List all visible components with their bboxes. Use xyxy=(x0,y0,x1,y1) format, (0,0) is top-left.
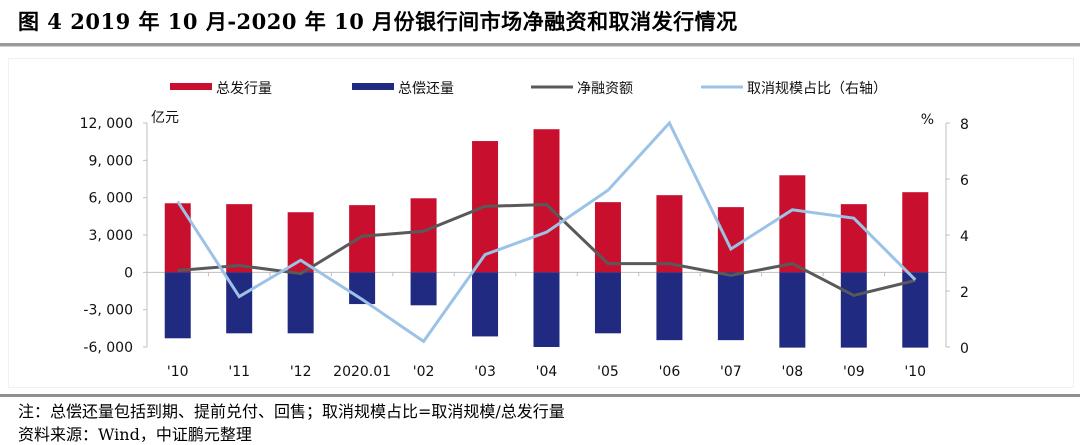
figure-title: 图 4 2019 年 10 月-2020 年 10 月份银行间市场净融资和取消发… xyxy=(18,9,738,34)
right-axis-tick-label: 4 xyxy=(960,229,969,245)
category-label: 2020.01 xyxy=(333,364,391,380)
left-axis-tick-label: -3, 000 xyxy=(83,303,133,319)
net-financing-line xyxy=(177,202,916,297)
legend-cancel-ratio: 取消规模占比（右轴） xyxy=(701,81,887,97)
category-label: '02 xyxy=(413,364,435,380)
left-axis-tick-label: -6, 000 xyxy=(83,340,133,356)
issuance-bar xyxy=(902,192,929,273)
issuance-bar xyxy=(656,195,683,273)
category-label: '06 xyxy=(659,364,681,380)
legend-net-financing: 净融资额 xyxy=(531,81,633,97)
legend: 总发行量 总偿还量 净融资额 取消规模占比（右轴） xyxy=(170,81,887,97)
category-label: '12 xyxy=(290,364,312,380)
legend-swatch xyxy=(352,83,394,90)
repayment-bar xyxy=(287,272,314,334)
repayment-bar xyxy=(840,272,867,348)
cancel-ratio-line xyxy=(176,120,917,344)
category-label: '11 xyxy=(228,364,250,380)
repayment-bar xyxy=(410,272,437,306)
left-axis-tick-label: 9, 000 xyxy=(88,153,133,169)
left-axis-tick-label: 0 xyxy=(124,265,133,281)
category-label: '10 xyxy=(904,364,926,380)
lines xyxy=(176,120,917,344)
issuance-bar xyxy=(594,202,621,273)
repayment-bar xyxy=(533,272,560,347)
issuance-bar xyxy=(533,129,560,273)
issuance-bar xyxy=(717,207,744,273)
left-axis-tick-label: 6, 000 xyxy=(88,191,133,207)
issuance-bar xyxy=(349,205,376,273)
right-axis-tick-label: 8 xyxy=(960,117,969,133)
left-axis-unit-label: 亿元 xyxy=(151,110,179,126)
repayment-bar xyxy=(472,272,499,337)
issuance-bar xyxy=(410,198,437,273)
repayment-bar xyxy=(594,272,621,334)
legend-repayment: 总偿还量 xyxy=(352,81,454,97)
repayment-bar xyxy=(656,272,683,341)
right-axis-tick-label: 0 xyxy=(960,341,969,357)
issuance-bar xyxy=(226,204,253,273)
category-label: '08 xyxy=(782,364,804,380)
right-axis-unit-label: % xyxy=(921,112,934,128)
category-label: '05 xyxy=(597,364,619,380)
issuance-bar xyxy=(779,175,806,273)
category-label: '04 xyxy=(536,364,558,380)
right-axis-tick-label: 2 xyxy=(960,285,969,301)
axes: 12, 000 9, 000 6, 000 3, 000 0 -3, 000 -6, 000… xyxy=(80,110,969,380)
legend-label: 总发行量 xyxy=(216,81,272,97)
legend-label: 取消规模占比（右轴） xyxy=(747,81,887,97)
issuance-bar xyxy=(287,212,314,273)
repayment-bar xyxy=(902,272,929,348)
chart-source: 资料来源：Wind，中证鹏元整理 xyxy=(18,425,252,444)
repayment-bar xyxy=(779,272,806,348)
bars xyxy=(164,129,929,348)
category-label: '09 xyxy=(843,364,865,380)
right-axis-tick-label: 6 xyxy=(960,173,969,189)
legend-issuance: 总发行量 xyxy=(170,81,272,97)
category-label: '07 xyxy=(720,364,742,380)
category-label: '10 xyxy=(167,364,189,380)
bottom-divider xyxy=(0,394,1080,397)
chart-note: 注：总偿还量包括到期、提前兑付、回售；取消规模占比=取消规模/总发行量 xyxy=(18,402,565,421)
issuance-bar xyxy=(840,204,867,273)
chart-frame xyxy=(8,58,1074,388)
top-divider xyxy=(0,43,1080,47)
repayment-bar xyxy=(164,272,191,339)
category-label: '03 xyxy=(474,364,496,380)
legend-label: 总偿还量 xyxy=(398,81,454,97)
legend-label: 净融资额 xyxy=(577,81,633,97)
legend-swatch xyxy=(170,83,212,90)
repayment-bar xyxy=(717,272,744,341)
left-axis-tick-label: 12, 000 xyxy=(80,116,133,132)
left-axis-tick-label: 3, 000 xyxy=(88,228,133,244)
